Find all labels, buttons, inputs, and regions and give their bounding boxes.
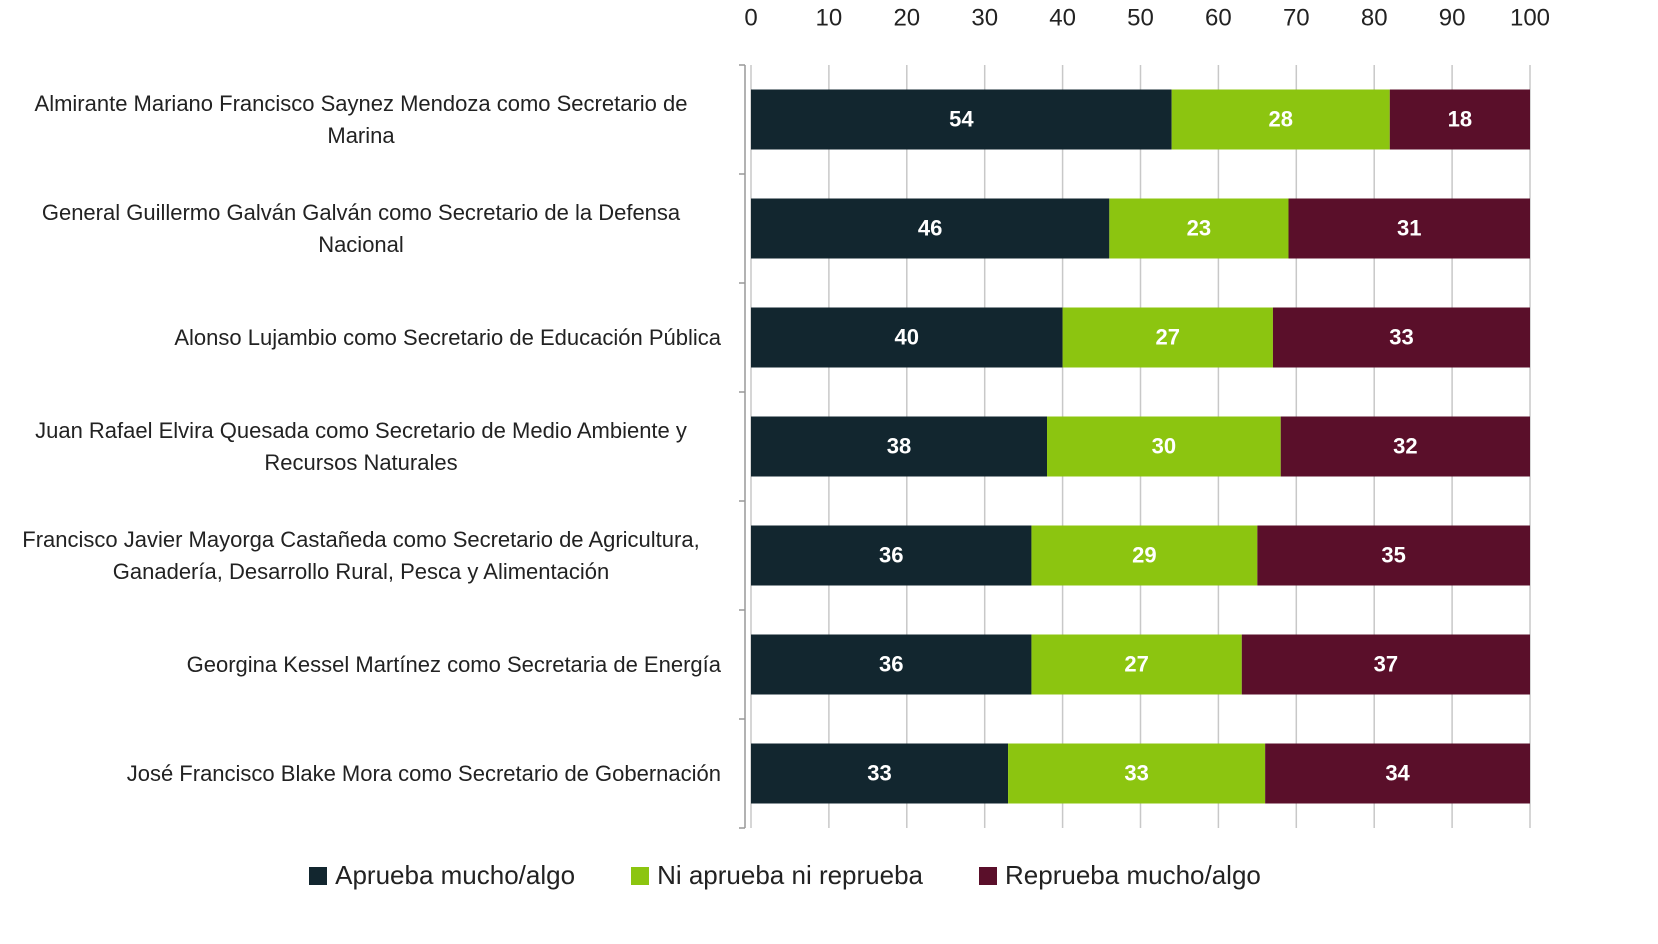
category-label: José Francisco Blake Mora como Secretari…	[1, 758, 721, 790]
bar-segment	[1280, 416, 1530, 477]
legend-swatch	[309, 866, 328, 885]
x-tick-label: 70	[1283, 4, 1310, 31]
category-text: General Guillermo Galván Galván como Sec…	[41, 199, 681, 257]
legend-label: Ni aprueba ni reprueba	[657, 860, 924, 890]
bar-segment	[751, 198, 1110, 259]
value-label: 38	[887, 433, 911, 458]
value-label: 27	[1156, 324, 1180, 349]
x-tick-label: 80	[1361, 4, 1388, 31]
category-text: Alonso Lujambio como Secretario de Educa…	[174, 324, 721, 350]
legend-swatch	[631, 866, 650, 885]
category-label: Juan Rafael Elvira Quesada como Secretar…	[1, 415, 721, 479]
value-label: 46	[918, 215, 942, 240]
bar-segment	[1257, 525, 1530, 586]
legend-item: Ni aprueba ni reprueba	[631, 860, 923, 891]
value-label: 28	[1268, 106, 1292, 131]
x-tick-label: 40	[1049, 4, 1076, 31]
x-tick-label: 50	[1127, 4, 1154, 31]
value-label: 33	[1124, 760, 1148, 785]
category-label: Georgina Kessel Martínez como Secretaria…	[1, 649, 721, 681]
bar-segment	[1047, 416, 1281, 477]
bar-segment	[1031, 525, 1258, 586]
category-text: Francisco Javier Mayorga Castañeda como …	[22, 526, 700, 584]
value-label: 40	[895, 324, 919, 349]
bar-segment	[751, 307, 1063, 368]
bar-segment	[1171, 89, 1390, 150]
value-label: 32	[1393, 433, 1417, 458]
category-text: José Francisco Blake Mora como Secretari…	[126, 760, 721, 786]
bar-segment	[1109, 198, 1289, 259]
value-label: 30	[1152, 433, 1176, 458]
x-tick-label: 90	[1439, 4, 1466, 31]
value-label: 34	[1385, 760, 1410, 785]
bar-segment	[1389, 89, 1530, 150]
value-label: 36	[879, 651, 903, 676]
x-tick-label: 30	[971, 4, 998, 31]
x-tick-label: 0	[744, 4, 757, 31]
value-label: 23	[1187, 215, 1211, 240]
x-tick-label: 10	[816, 4, 843, 31]
category-text: Georgina Kessel Martínez como Secretaria…	[186, 651, 721, 677]
value-label: 33	[1389, 324, 1413, 349]
bar-segment	[751, 525, 1032, 586]
bar-segment	[751, 743, 1009, 804]
value-label: 27	[1124, 651, 1148, 676]
bar-segment	[1031, 634, 1242, 695]
bar-segment	[1265, 743, 1530, 804]
value-label: 18	[1448, 106, 1472, 131]
bar-segment	[1272, 307, 1530, 368]
x-tick-label: 20	[893, 4, 920, 31]
bar-segment	[751, 634, 1032, 695]
value-label: 35	[1381, 542, 1405, 567]
bar-segment	[1062, 307, 1273, 368]
bar-segment	[1241, 634, 1530, 695]
legend-swatch	[979, 866, 998, 885]
x-tick-label: 60	[1205, 4, 1232, 31]
bar-segment	[1008, 743, 1266, 804]
value-label: 37	[1374, 651, 1398, 676]
value-label: 36	[879, 542, 903, 567]
legend: Aprueba mucho/algo Ni aprueba ni reprueba…	[0, 860, 1570, 891]
category-label: Francisco Javier Mayorga Castañeda como …	[1, 524, 721, 588]
x-tick-label: 100	[1510, 4, 1550, 31]
legend-label: Aprueba mucho/algo	[335, 860, 576, 890]
value-label: 54	[949, 106, 974, 131]
category-label: Alonso Lujambio como Secretario de Educa…	[1, 322, 721, 354]
legend-item: Aprueba mucho/algo	[309, 860, 575, 891]
category-label: Almirante Mariano Francisco Saynez Mendo…	[1, 88, 721, 152]
bar-segment	[751, 416, 1048, 477]
legend-label: Reprueba mucho/algo	[1005, 860, 1261, 890]
value-label: 33	[867, 760, 891, 785]
category-text: Juan Rafael Elvira Quesada como Secretar…	[35, 417, 687, 475]
value-label: 31	[1397, 215, 1421, 240]
legend-item: Reprueba mucho/algo	[979, 860, 1261, 891]
bar-segment	[751, 89, 1172, 150]
category-label: General Guillermo Galván Galván como Sec…	[1, 197, 721, 261]
bar-segment	[1288, 198, 1530, 259]
value-label: 29	[1132, 542, 1156, 567]
category-text: Almirante Mariano Francisco Saynez Mendo…	[34, 90, 688, 148]
